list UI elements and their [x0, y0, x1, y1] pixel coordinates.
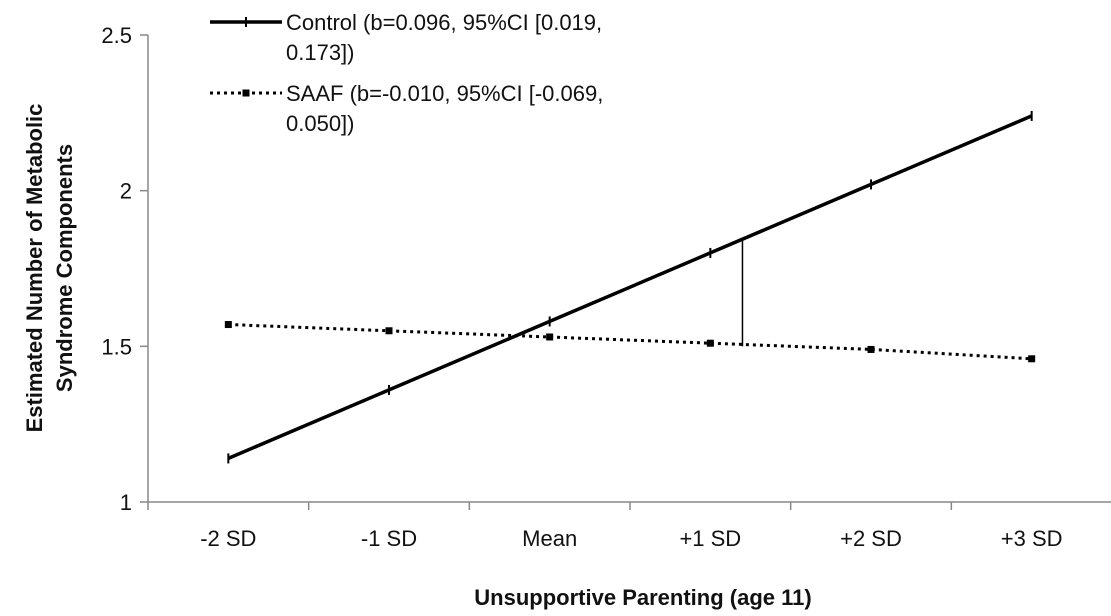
y-axis-title: Estimated Number of Metabolic Syndrome Co…: [22, 104, 77, 433]
data-point-saaf: [867, 345, 875, 353]
data-point-saaf: [706, 339, 714, 347]
data-point-saaf: [1028, 355, 1036, 363]
y-axis-title-line: Syndrome Components: [52, 144, 77, 392]
legend-label-control: Control (b=0.096, 95%CI [0.019,: [286, 10, 602, 35]
data-point-saaf: [385, 327, 393, 335]
x-axis-title: Unsupportive Parenting (age 11): [474, 585, 811, 610]
x-tick-label: +2 SD: [840, 526, 902, 551]
legend-label-control: 0.173]): [286, 40, 355, 65]
y-tick-label: 2: [120, 179, 132, 204]
legend-marker-saaf: [242, 89, 250, 97]
data-point-saaf: [546, 333, 554, 341]
y-tick-label: 2.5: [101, 23, 132, 48]
legend: Control (b=0.096, 95%CI [0.019, 0.173]) SA…: [210, 10, 603, 136]
x-tick-label: +3 SD: [1001, 526, 1063, 551]
y-tick-label: 1: [120, 490, 132, 515]
x-tick-label: -2 SD: [200, 526, 256, 551]
legend-label-saaf: SAAF (b=-0.010, 95%CI [-0.069,: [286, 81, 603, 106]
series-line-control: [227, 114, 1033, 461]
data-point-saaf: [224, 321, 232, 329]
series-layer: [224, 110, 1036, 464]
x-tick-label: +1 SD: [679, 526, 741, 551]
legend-label-saaf: 0.050]): [286, 111, 355, 136]
axes: 1 1.5 2 2.5 -2 SD -1 SD Mean +1 SD +2 SD +3 SD: [101, 23, 1111, 551]
x-tick-label: -1 SD: [361, 526, 417, 551]
y-axis-title-line: Estimated Number of Metabolic: [22, 104, 47, 433]
axis-titles: Unsupportive Parenting (age 11) Estimated…: [22, 104, 812, 610]
series-line-saaf: [228, 323, 1032, 361]
x-tick-label: Mean: [522, 526, 577, 551]
y-tick-label: 1.5: [101, 334, 132, 359]
